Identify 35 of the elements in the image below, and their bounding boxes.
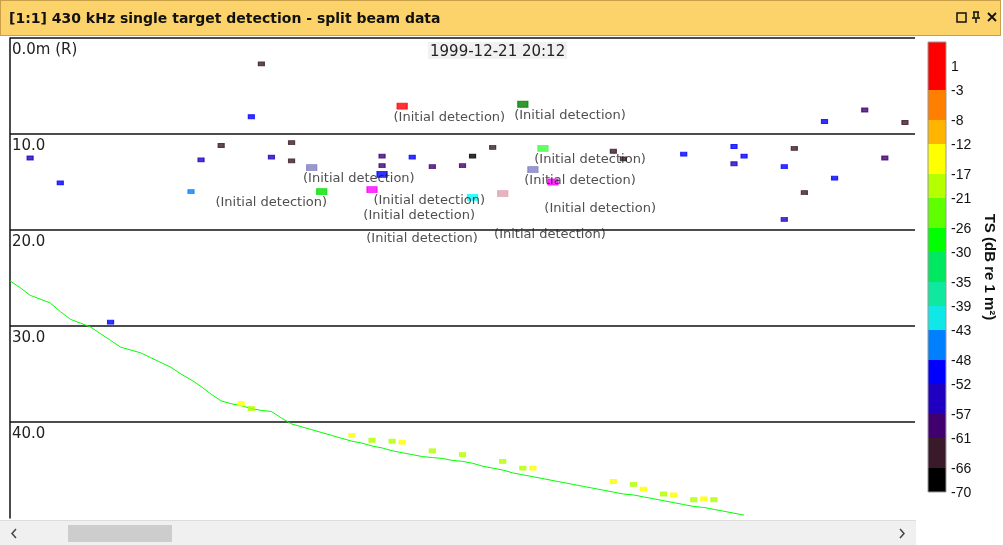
color-bar-label: -26 [951, 220, 972, 236]
data-label: (Initial detection) [524, 172, 636, 188]
color-bar-label: -17 [951, 166, 972, 182]
data-label: (Initial detection) [373, 191, 486, 207]
color-bar-label: -70 [951, 484, 972, 500]
data-label: (Initial detection) [215, 194, 328, 210]
color-bar-label: -48 [951, 352, 972, 368]
y-tick-label: 30.0 [12, 327, 46, 346]
y-tick-label: 10.0 [12, 135, 46, 154]
color-bar-label: -43 [951, 322, 972, 338]
data-label: (Initial detection) [363, 207, 476, 223]
chart-title: [1:1] 430 kHz single target detection - split beam data [9, 10, 441, 26]
color-bar-label: -8 [951, 112, 964, 128]
annotation: 1999-12-21 20:12 [430, 41, 566, 60]
color-bar-label: 1 [951, 58, 959, 74]
color-bar-label: -61 [951, 430, 972, 446]
y-tick-label: 20.0 [12, 231, 46, 250]
color-bar-label: -66 [951, 460, 972, 476]
color-bar-label: -57 [951, 406, 972, 422]
data-label: (Initial detection) [366, 229, 478, 245]
data-label: (Initial detection) [494, 226, 606, 242]
data-label: (Initial detection) [514, 106, 626, 122]
data-label: (Initial detection) [544, 199, 657, 215]
color-bar-label: -39 [951, 298, 972, 314]
color-bar-label: -35 [951, 274, 972, 290]
color-bar-label: -21 [951, 190, 972, 206]
data-label: (Initial detection) [393, 108, 506, 124]
y-tick-label: 40.0 [12, 423, 46, 442]
color-bar-label: -52 [951, 376, 972, 392]
color-bar-label: -3 [951, 82, 964, 98]
data-label: (Initial detection) [303, 170, 415, 186]
color-bar-title: TS (dB re 1 m²) [981, 213, 999, 321]
color-bar-label: -12 [951, 136, 972, 152]
y-tick-label: 0.0m (R) [12, 39, 78, 58]
color-bar-label: -30 [951, 244, 972, 260]
